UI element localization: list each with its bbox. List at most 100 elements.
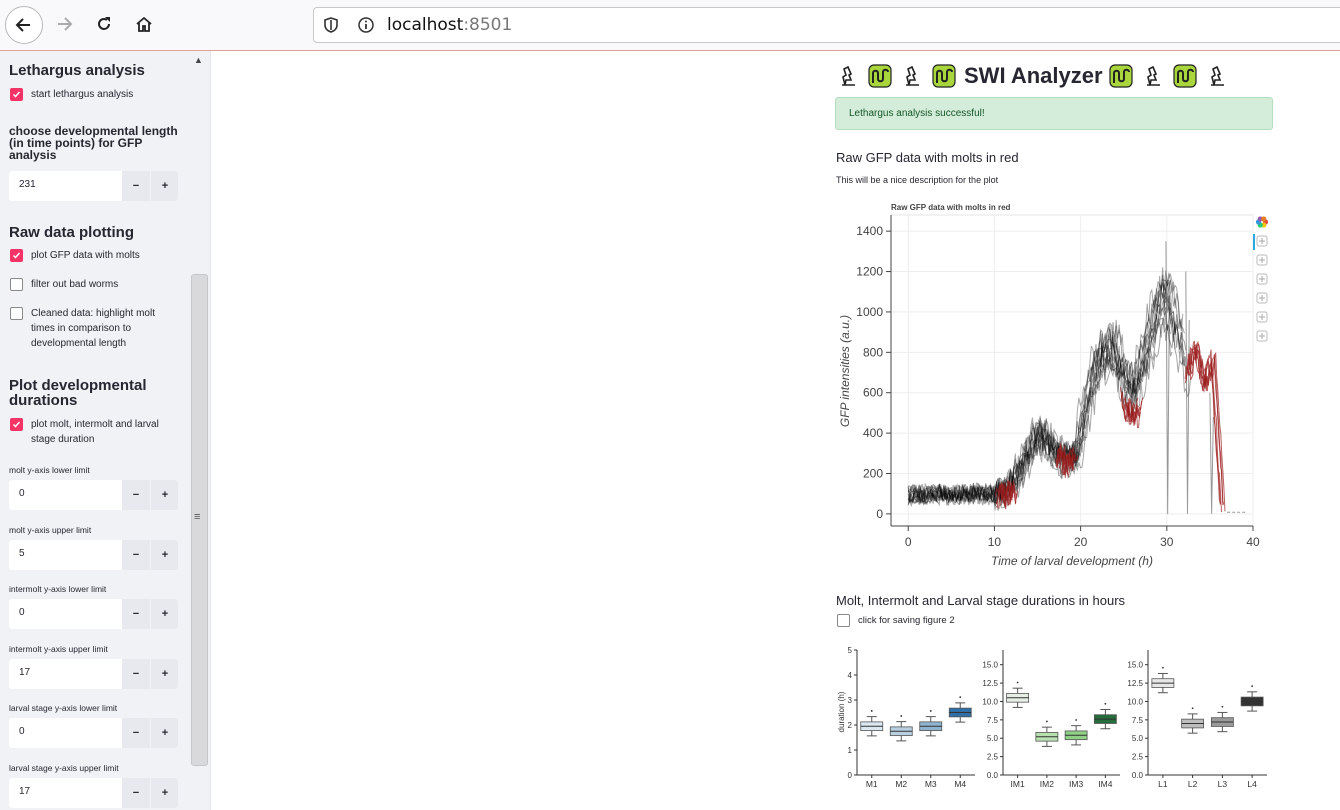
toolbar-icon-frame: [1256, 292, 1268, 304]
increment-button[interactable]: +: [150, 718, 178, 748]
y-tick-label: 600: [863, 386, 883, 400]
molt-trace: [1056, 444, 1074, 475]
arrow-right-icon: [58, 17, 73, 31]
cleaned-data-checkbox[interactable]: Cleaned data: highlight molt times in co…: [10, 306, 160, 351]
y-tick-label: 2.5: [1132, 753, 1144, 762]
checkbox-unchecked-icon[interactable]: [10, 307, 23, 320]
url-text[interactable]: localhost:8501: [387, 15, 512, 35]
toolbar-icon-glyph: [1259, 295, 1265, 301]
y-axis-label: GFP intensities (a.u.): [838, 315, 852, 427]
larval-upper-input[interactable]: 17 − +: [9, 778, 178, 808]
cleaned-data-label: Cleaned data: highlight molt times in co…: [31, 308, 155, 349]
decrement-button[interactable]: −: [122, 659, 150, 689]
box-outlier: [1161, 666, 1164, 669]
molt-trace: [1184, 344, 1221, 504]
box-outlier: [1221, 705, 1224, 708]
larval-lower-value[interactable]: 0: [19, 726, 25, 737]
toolbar-icon-glyph: [1259, 314, 1265, 320]
sidebar: Lethargus analysis start lethargus analy…: [0, 51, 211, 810]
shield-icon[interactable]: [322, 16, 340, 34]
molt-lower-input[interactable]: 0 − +: [9, 480, 178, 510]
y-tick-label: 200: [863, 466, 883, 480]
decrement-button[interactable]: −: [122, 718, 150, 748]
checkbox-checked-icon[interactable]: [10, 249, 23, 262]
address-bar[interactable]: localhost:8501: [313, 7, 1340, 43]
molt-upper-label: molt y-axis upper limit: [9, 525, 92, 535]
larval-lower-input[interactable]: 0 − +: [9, 718, 178, 748]
dev-length-value[interactable]: 231: [19, 179, 36, 190]
checkbox-checked-icon[interactable]: [10, 418, 23, 431]
durations-heading-main: Molt, Intermolt and Larval stage duratio…: [836, 593, 1126, 608]
decrement-button[interactable]: −: [122, 540, 150, 570]
sidebar-scrollbar[interactable]: ▲ ≡: [189, 51, 209, 810]
scroll-up-arrow-icon[interactable]: ▲: [194, 55, 203, 65]
intermolt-upper-input[interactable]: 17 − +: [9, 659, 178, 689]
increment-button[interactable]: +: [150, 599, 178, 629]
x-tick-label: IM3: [1069, 779, 1083, 789]
url-port: :8501: [463, 15, 513, 35]
checkbox-checked-icon[interactable]: [10, 88, 23, 101]
molt-trace: [1060, 450, 1079, 474]
y-tick-label: 15.0: [1127, 661, 1143, 670]
toolbar-icon-frame: [1256, 311, 1268, 323]
axes: 0 200 400 600 800 1000 1200 1400 0 10 20 30 40: [856, 215, 1260, 549]
y-tick-label: 5.0: [1132, 734, 1144, 743]
molt-trace: [995, 479, 1014, 510]
plot-molts-checkbox[interactable]: plot GFP data with molts: [10, 248, 140, 263]
y-tick-label: 0: [848, 771, 853, 780]
back-button[interactable]: [5, 6, 43, 44]
box-outlier: [1016, 681, 1019, 684]
home-icon: [136, 16, 152, 32]
increment-button[interactable]: +: [150, 778, 178, 808]
filter-worms-label: filter out bad worms: [31, 279, 119, 290]
intermolt-lower-input[interactable]: 0 − +: [9, 599, 178, 629]
molt-upper-input[interactable]: 5 − +: [9, 540, 178, 570]
toolbar-icon-frame: [1256, 235, 1268, 247]
toolbar-icon-frame: [1256, 273, 1268, 285]
molt-upper-value[interactable]: 5: [19, 548, 25, 559]
dev-length-input[interactable]: 231 − +: [9, 171, 178, 201]
increment-button[interactable]: +: [150, 171, 178, 201]
molt-lower-value[interactable]: 0: [19, 488, 25, 499]
grid: [891, 215, 1254, 526]
lethargus-heading: Lethargus analysis: [9, 62, 145, 79]
increment-button[interactable]: +: [150, 659, 178, 689]
reload-button[interactable]: [86, 6, 122, 42]
gfp-spike: [1165, 241, 1170, 514]
box-outlier: [1104, 702, 1107, 705]
save-figure-checkbox[interactable]: click for saving figure 2: [837, 614, 955, 627]
increment-button[interactable]: +: [150, 540, 178, 570]
decrement-button[interactable]: −: [122, 171, 150, 201]
toolbar-icon-glyph: [1259, 333, 1265, 339]
larval-upper-value[interactable]: 17: [19, 786, 31, 797]
box-outlier: [929, 710, 932, 712]
toolbar-icon-frame: [1256, 330, 1268, 342]
forward-button[interactable]: [46, 6, 82, 42]
home-button[interactable]: [126, 6, 162, 42]
gfp-trace: [907, 280, 1187, 504]
scrollbar-thumb[interactable]: ≡: [191, 274, 208, 766]
start-lethargus-checkbox[interactable]: start lethargus analysis: [10, 87, 133, 102]
filter-worms-checkbox[interactable]: filter out bad worms: [10, 277, 118, 292]
plot-durations-checkbox[interactable]: plot molt, intermolt and larval stage du…: [10, 417, 170, 447]
checkbox-unchecked-icon[interactable]: [10, 278, 23, 291]
y-tick-label: 2: [848, 721, 853, 730]
intermolt-lower-value[interactable]: 0: [19, 607, 25, 618]
intermolt-upper-value[interactable]: 17: [19, 667, 31, 678]
checkbox-unchecked-icon[interactable]: [837, 614, 850, 627]
info-icon[interactable]: [357, 16, 375, 34]
decrement-button[interactable]: −: [122, 480, 150, 510]
decrement-button[interactable]: −: [122, 778, 150, 808]
gfp-trace: [907, 283, 1185, 504]
toolbar-icon-glyph: [1259, 276, 1265, 282]
worm-icon: [1108, 64, 1133, 88]
y-tick-label: 5: [848, 646, 853, 655]
y-tick-label: 5.0: [987, 734, 999, 743]
microscope-icon: [1210, 65, 1224, 86]
gfp-line-chart[interactable]: Raw GFP data with molts in red 020040060…: [835, 196, 1275, 576]
decrement-button[interactable]: −: [122, 599, 150, 629]
y-tick-label: 0.0: [987, 771, 999, 780]
worm-icon: [868, 64, 892, 88]
toolbar-icon-glyph: [1259, 257, 1265, 263]
increment-button[interactable]: +: [150, 480, 178, 510]
